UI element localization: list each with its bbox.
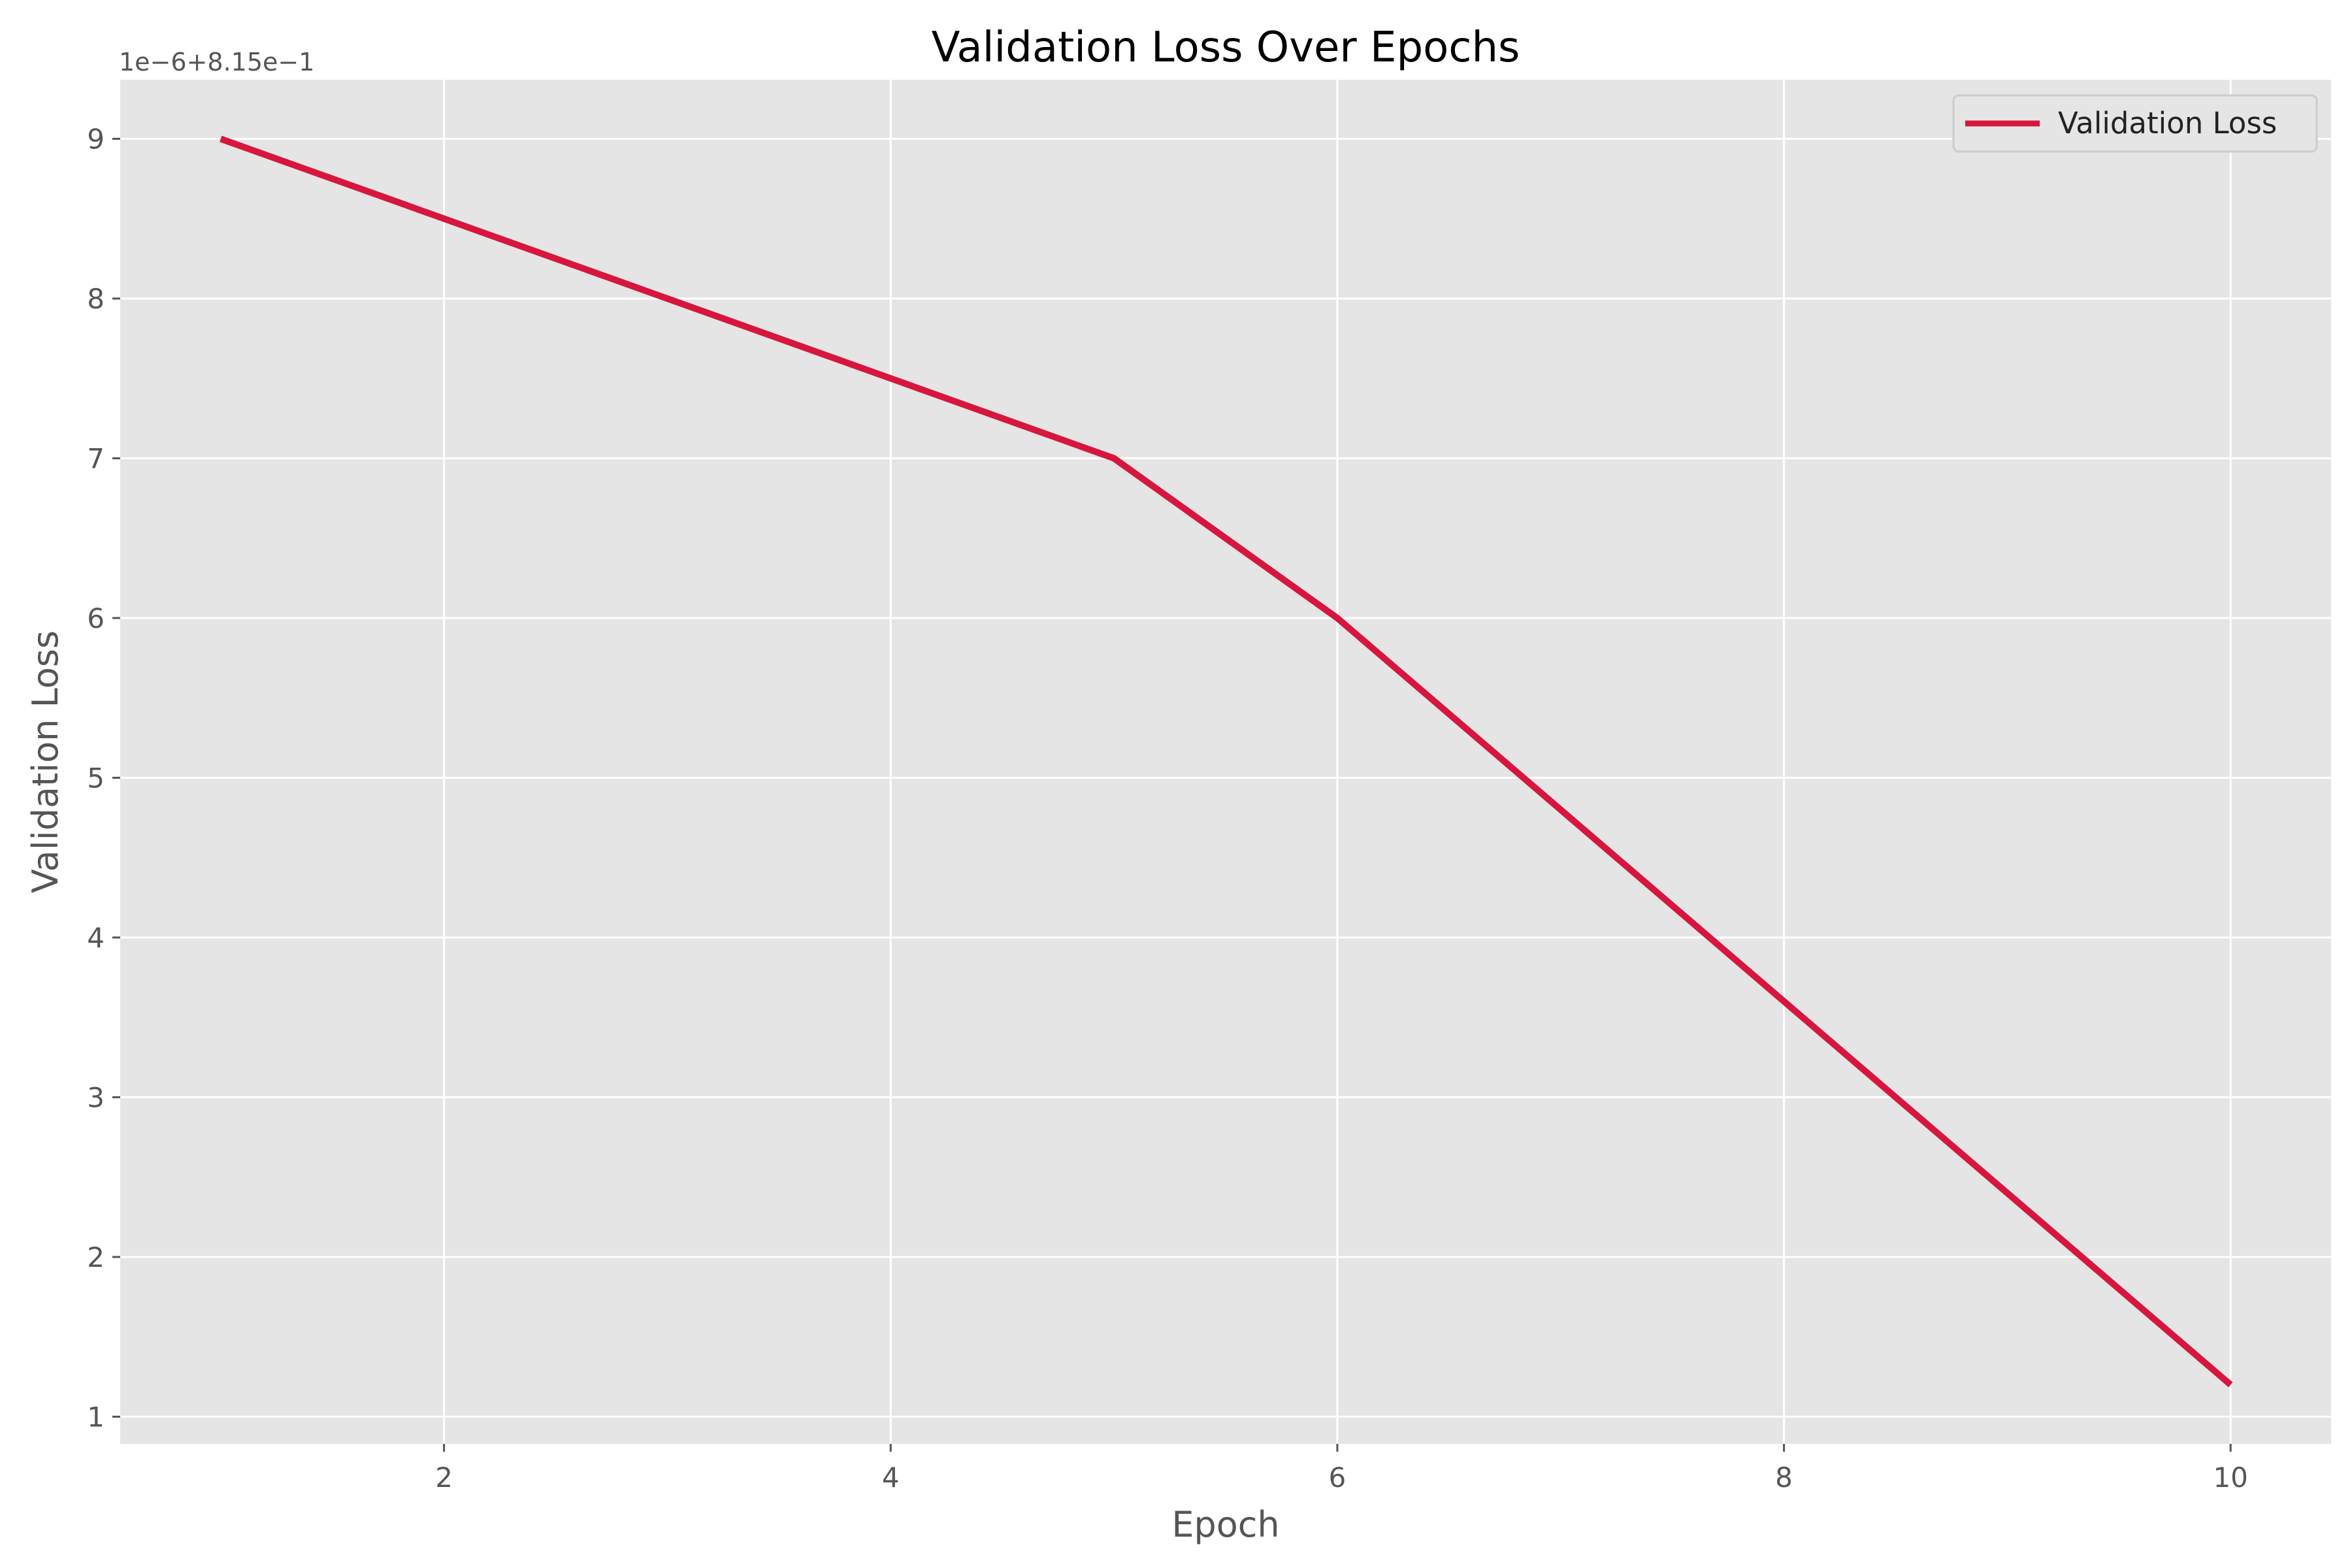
legend-label: Validation Loss — [2058, 106, 2277, 140]
y-tick-label: 6 — [87, 602, 105, 634]
plot-area — [120, 80, 2331, 1444]
series-line-0 — [220, 135, 2233, 1388]
x-tick-label: 10 — [2213, 1462, 2247, 1494]
y-axis-title: Validation Loss — [25, 630, 66, 893]
y-tick-label: 4 — [87, 922, 105, 954]
x-tick-label: 6 — [1329, 1462, 1347, 1494]
legend: Validation Loss — [1952, 94, 2318, 153]
y-tick-label: 8 — [87, 283, 105, 315]
y-tick-label: 7 — [87, 442, 105, 474]
y-tick-label: 5 — [87, 762, 105, 794]
x-axis-title: Epoch — [1171, 1504, 1279, 1545]
y-offset-label: 1e−6+8.15e−1 — [119, 48, 314, 76]
x-tick-label: 4 — [882, 1462, 900, 1494]
legend-box — [1952, 94, 2318, 153]
series — [220, 135, 2233, 1388]
x-tick-label: 8 — [1775, 1462, 1793, 1494]
x-tick-label: 2 — [435, 1462, 453, 1494]
y-tick-label: 2 — [87, 1241, 105, 1273]
y-tick-label: 1 — [87, 1401, 105, 1433]
chart-title: Validation Loss Over Epochs — [932, 24, 1520, 72]
grid — [120, 80, 2331, 1444]
y-tick-label: 3 — [87, 1081, 105, 1113]
y-tick-label: 9 — [87, 123, 105, 155]
